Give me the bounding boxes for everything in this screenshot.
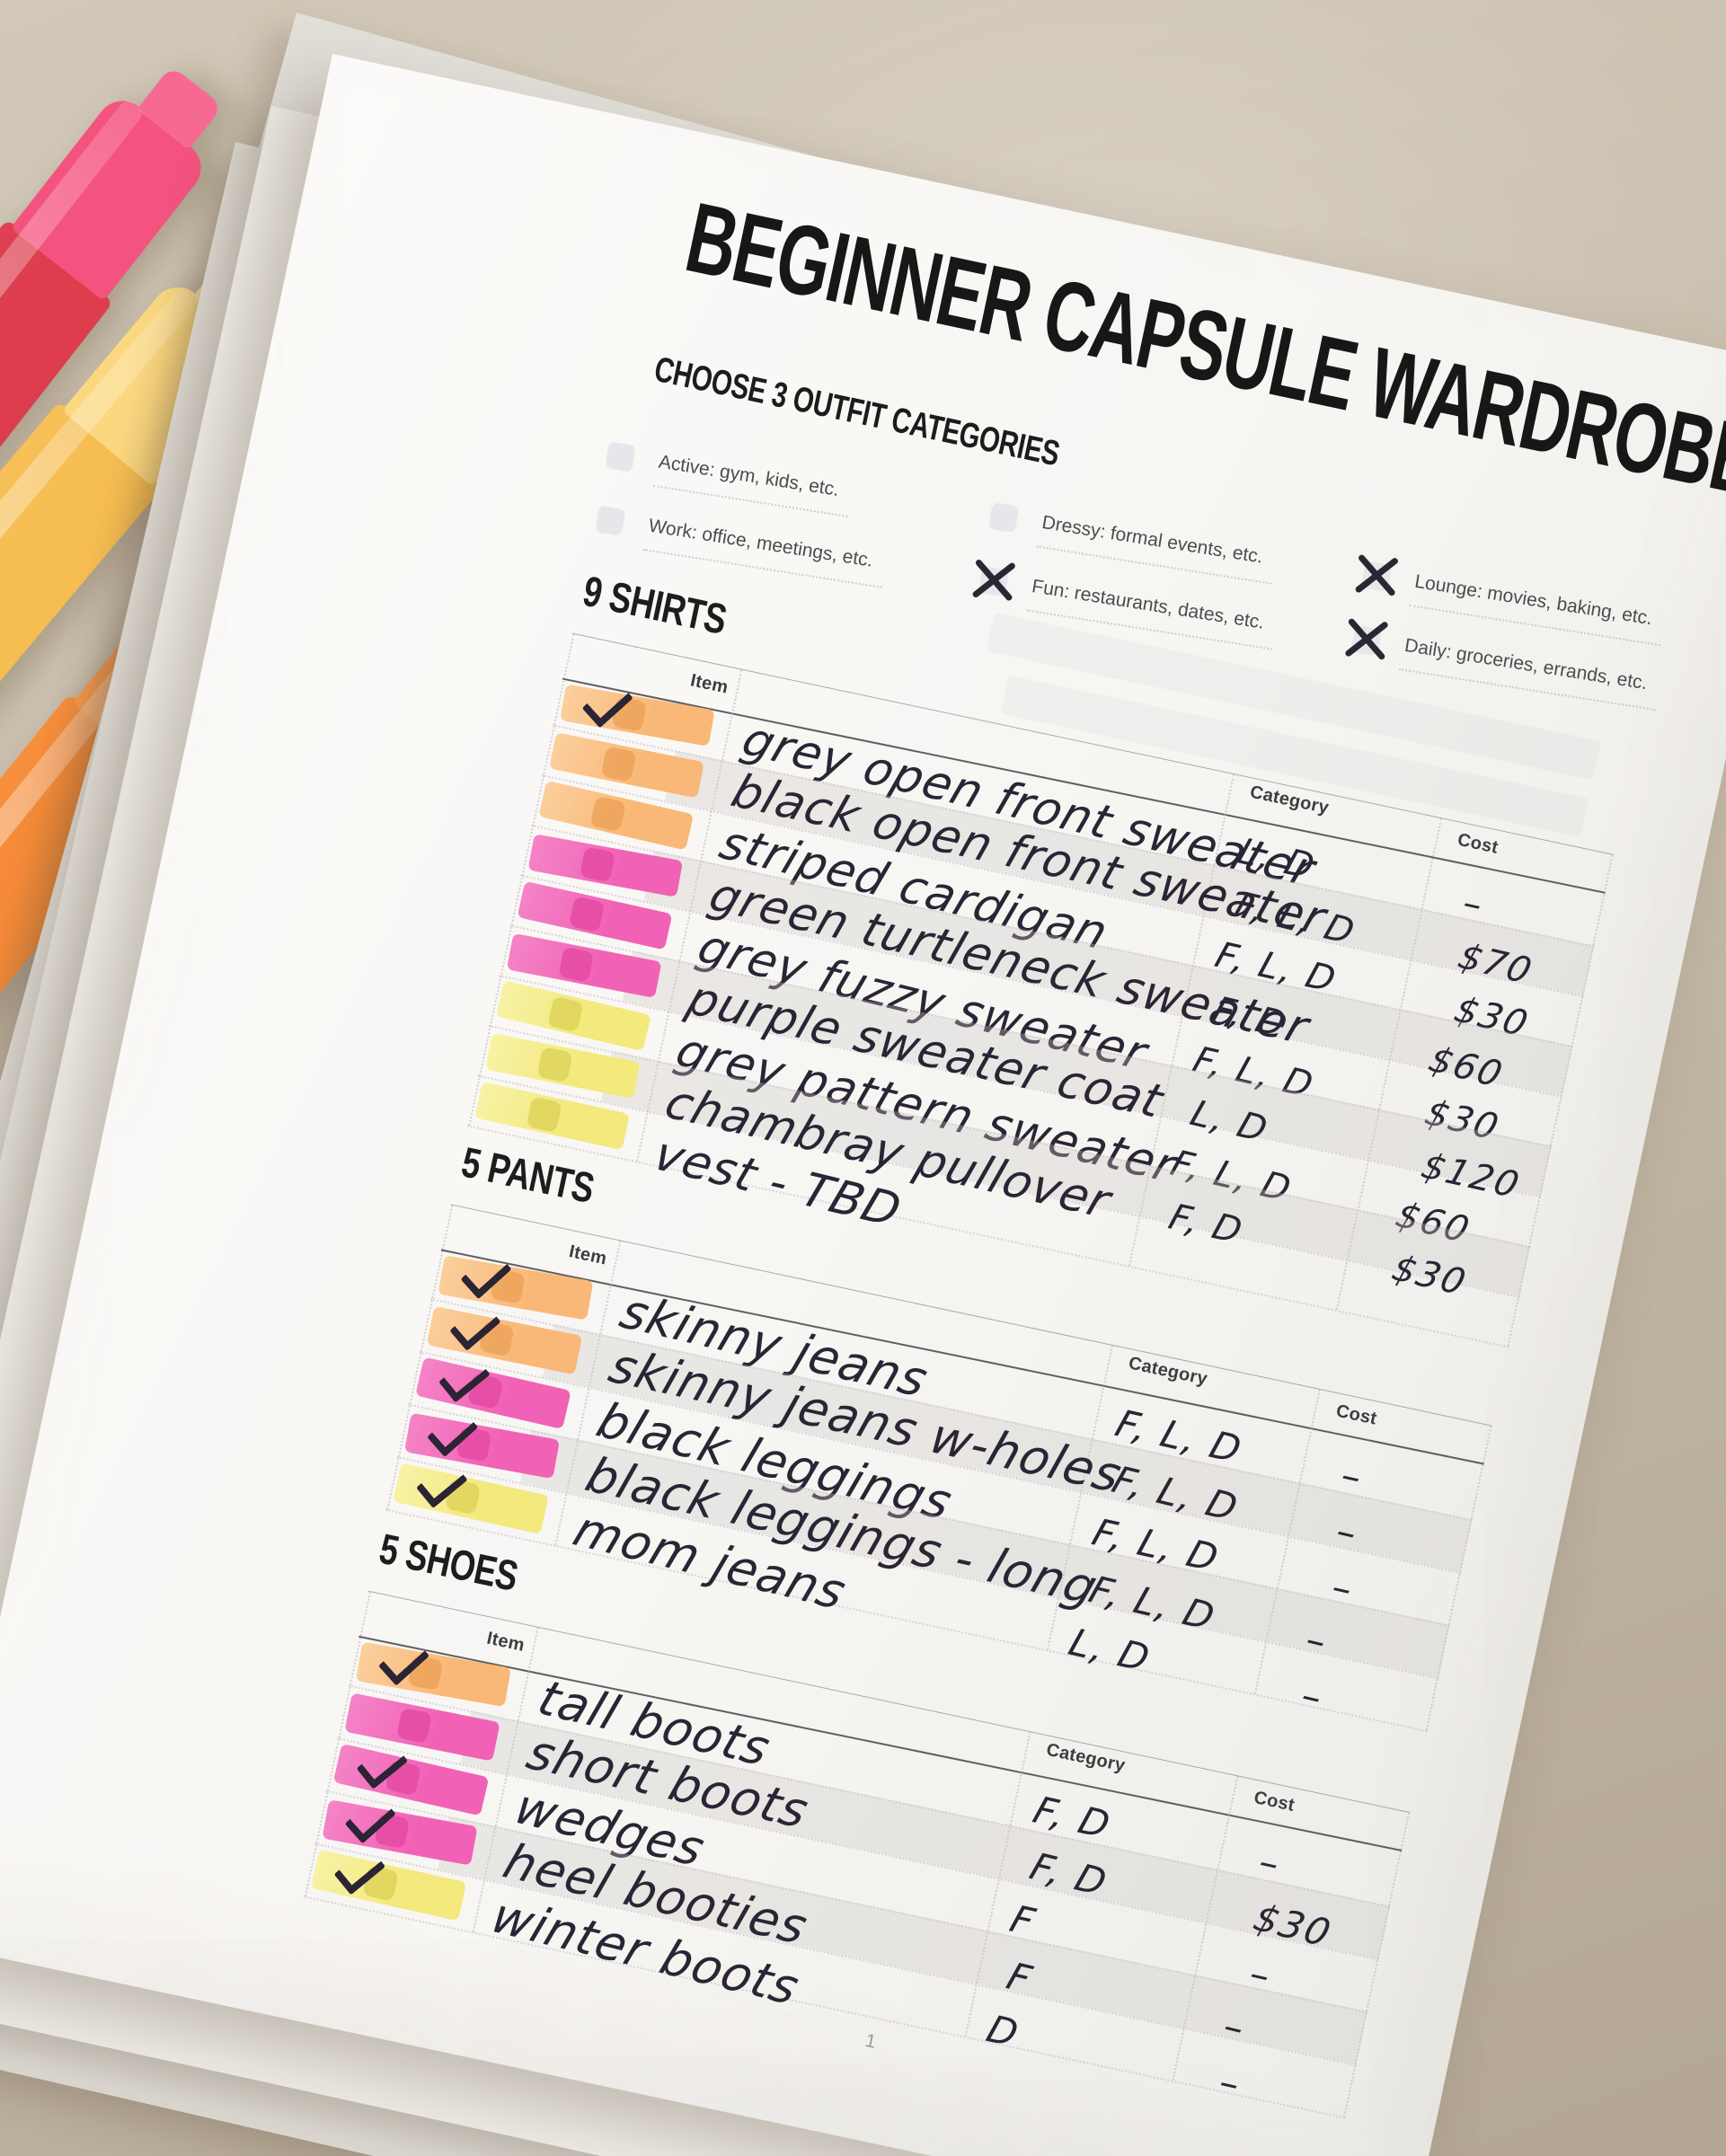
category-label: Dressy: formal events, etc.: [1036, 511, 1278, 585]
x-mark-icon: [1341, 613, 1393, 664]
category-label: Work: office, meetings, etc.: [642, 515, 888, 588]
column-header-cost: Cost: [1456, 829, 1500, 858]
table-column-divider: [1425, 1426, 1492, 1731]
category-checkbox: [978, 566, 1010, 597]
category-checkbox: [1360, 561, 1393, 593]
x-mark-icon: [1351, 549, 1403, 600]
column-header-item: Item: [688, 670, 730, 698]
page-number: 1: [863, 2029, 879, 2053]
column-header-item: Item: [484, 1628, 527, 1656]
category-checkbox: [595, 505, 626, 536]
item-cost-handwritten: –: [1213, 2059, 1248, 2107]
category-checkbox: [988, 501, 1020, 534]
category-label: Lounge: movies, baking, etc.: [1409, 570, 1667, 647]
column-header-category: Category: [1127, 1353, 1209, 1390]
category-label: Daily: groceries, errands, etc.: [1399, 634, 1661, 711]
category-option: Work: office, meetings, etc.: [593, 505, 888, 588]
column-header-category: Category: [1248, 782, 1331, 818]
category-checkbox: [605, 441, 636, 473]
column-header-item: Item: [567, 1241, 609, 1269]
table-column-divider: [1343, 1812, 1411, 2117]
item-cost-handwritten: –: [1296, 1673, 1330, 1720]
category-checkbox: [1350, 624, 1382, 657]
category-label: Fun: restaurants, dates, etc.: [1026, 575, 1279, 650]
category-option: Active: gym, kids, etc.: [604, 441, 854, 517]
column-header-cost: Cost: [1334, 1401, 1379, 1429]
item-category-handwritten: L, D: [1063, 1620, 1157, 1681]
column-header-cost: Cost: [1252, 1787, 1297, 1816]
x-mark-icon: [969, 554, 1020, 605]
category-label: Active: gym, kids, etc.: [652, 451, 854, 517]
marker-cap-tip: [137, 65, 223, 150]
column-header-category: Category: [1044, 1739, 1128, 1776]
category-option: Dressy: formal events, etc.: [987, 501, 1278, 585]
